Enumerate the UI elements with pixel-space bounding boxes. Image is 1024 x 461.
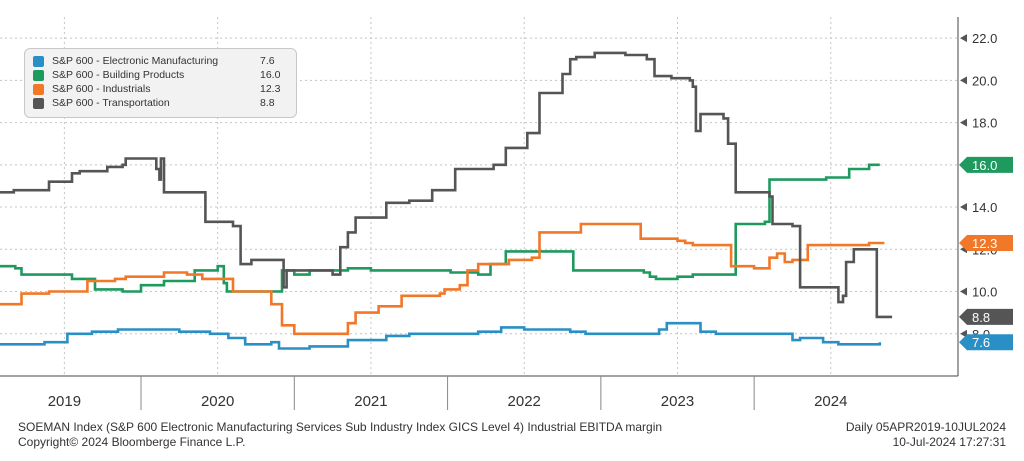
legend-label: S&P 600 - Transportation xyxy=(52,97,170,109)
y-tick-arrow xyxy=(960,287,967,296)
series-line xyxy=(0,321,882,350)
legend-item-electronic-manufacturing[interactable]: S&P 600 - Electronic Manufacturing 7.6 xyxy=(33,54,288,68)
date-range: Daily 05APR2019-10JUL2024 xyxy=(845,420,1006,434)
x-tick-label: 2020 xyxy=(201,393,234,410)
last-value-label: 7.6 xyxy=(972,335,990,350)
legend-item-transportation[interactable]: S&P 600 - Transportation 8.8 xyxy=(33,96,288,110)
series-line xyxy=(0,222,885,336)
legend-item-industrials[interactable]: S&P 600 - Industrials 12.3 xyxy=(33,82,288,96)
legend-label: S&P 600 - Industrials xyxy=(52,83,151,95)
last-value-tag xyxy=(959,334,1013,351)
legend-item-building-products[interactable]: S&P 600 - Building Products 16.0 xyxy=(33,68,288,82)
chart-footer-left: SOEMAN Index (S&P 600 Electronic Manufac… xyxy=(18,420,662,450)
last-value-tag xyxy=(959,308,1013,325)
x-tick-label: 2019 xyxy=(48,393,81,410)
legend-swatch xyxy=(33,83,44,95)
last-value-tag xyxy=(959,234,1013,251)
timestamp: 10-Jul-2024 17:27:31 xyxy=(892,435,1006,449)
last-value-tags: 7.6 16.0 12.3 8.8 xyxy=(959,156,1013,351)
y-tick-label: 18.0 xyxy=(972,116,997,131)
chart-legend: S&P 600 - Electronic Manufacturing 7.6 S… xyxy=(24,48,297,118)
chart-footer-right: Daily 05APR2019-10JUL2024 10-Jul-2024 17… xyxy=(846,420,1006,450)
last-value-tag xyxy=(959,156,1013,173)
chart-axes: 2019202020212022202320248.010.012.014.01… xyxy=(0,17,997,410)
x-tick-label: 2021 xyxy=(354,393,387,410)
y-tick-label: 10.0 xyxy=(972,285,997,300)
chart-description: SOEMAN Index (S&P 600 Electronic Manufac… xyxy=(18,420,663,434)
y-tick-arrow xyxy=(960,329,967,338)
y-tick-arrow xyxy=(960,203,967,212)
x-tick-label: 2022 xyxy=(508,393,541,410)
x-tick-label: 2023 xyxy=(661,393,694,410)
last-value-label: 16.0 xyxy=(972,158,997,173)
legend-value: 12.3 xyxy=(260,83,281,95)
copyright-text: Copyright© 2024 Bloomberge Finance L.P. xyxy=(18,435,246,449)
y-tick-label: 22.0 xyxy=(972,31,997,46)
y-tick-arrow xyxy=(960,34,967,43)
y-tick-arrow xyxy=(960,118,967,127)
legend-swatch xyxy=(33,55,44,67)
chart-series xyxy=(0,51,893,350)
legend-label: S&P 600 - Building Products xyxy=(52,69,185,81)
series-line xyxy=(0,51,893,319)
legend-swatch xyxy=(33,69,44,81)
legend-label: S&P 600 - Electronic Manufacturing xyxy=(52,55,219,67)
legend-value: 16.0 xyxy=(260,69,281,81)
legend-swatch xyxy=(33,97,44,109)
x-tick-label: 2024 xyxy=(814,393,847,410)
legend-value: 8.8 xyxy=(260,97,275,109)
y-tick-label: 14.0 xyxy=(972,200,997,215)
last-value-label: 8.8 xyxy=(972,310,990,325)
y-tick-arrow xyxy=(960,76,967,85)
last-value-label: 12.3 xyxy=(972,236,997,251)
series-line xyxy=(0,163,880,293)
y-tick-label: 20.0 xyxy=(972,73,997,88)
legend-value: 7.6 xyxy=(260,55,275,67)
